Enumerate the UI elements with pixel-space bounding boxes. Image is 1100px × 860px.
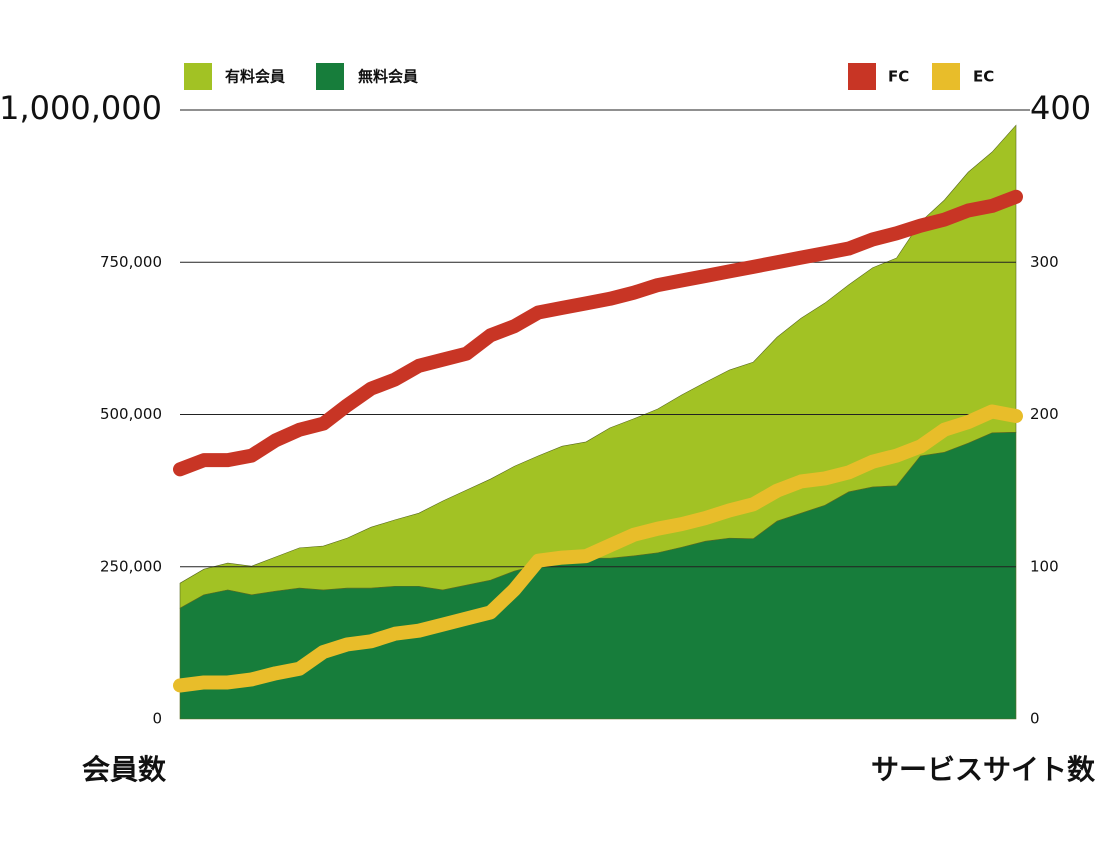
y-tick-label: 750,000 bbox=[100, 253, 162, 271]
y2-tick-label: 200 bbox=[1030, 405, 1059, 423]
y2-tick-label: 0 bbox=[1030, 710, 1040, 728]
legend-label: 無料会員 bbox=[358, 68, 418, 86]
y2-axis-title: サービスサイト数 bbox=[871, 753, 1096, 786]
y2-tick-label: 100 bbox=[1030, 557, 1059, 575]
y-tick-label: 250,000 bbox=[100, 557, 162, 575]
line bbox=[173, 189, 1023, 477]
y-axis-title: 会員数 bbox=[82, 753, 167, 786]
grid bbox=[180, 109, 1030, 568]
y-tick-label: 1,000,000 bbox=[0, 89, 162, 127]
legend-swatch bbox=[848, 63, 876, 90]
y2-tick-label: 400 bbox=[1030, 89, 1091, 127]
y-tick-label: 500,000 bbox=[100, 405, 162, 423]
legend-swatch bbox=[932, 63, 960, 90]
legend-label: FC bbox=[888, 68, 909, 86]
line bbox=[173, 404, 1023, 693]
legend-swatch bbox=[184, 63, 212, 90]
legend-swatch bbox=[316, 63, 344, 90]
y-tick-label: 0 bbox=[152, 710, 162, 728]
legend-label: 有料会員 bbox=[225, 68, 285, 86]
legend-label: EC bbox=[973, 68, 994, 86]
y2-tick-label: 300 bbox=[1030, 253, 1059, 271]
